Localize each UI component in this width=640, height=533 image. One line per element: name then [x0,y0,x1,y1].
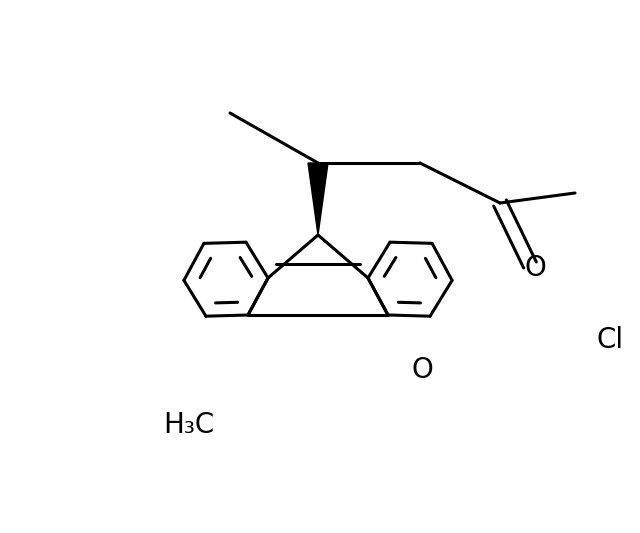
Text: O: O [524,254,546,282]
Text: H₃C: H₃C [164,411,215,439]
Polygon shape [308,163,328,235]
Text: O: O [411,356,433,384]
Text: Cl: Cl [597,326,624,354]
